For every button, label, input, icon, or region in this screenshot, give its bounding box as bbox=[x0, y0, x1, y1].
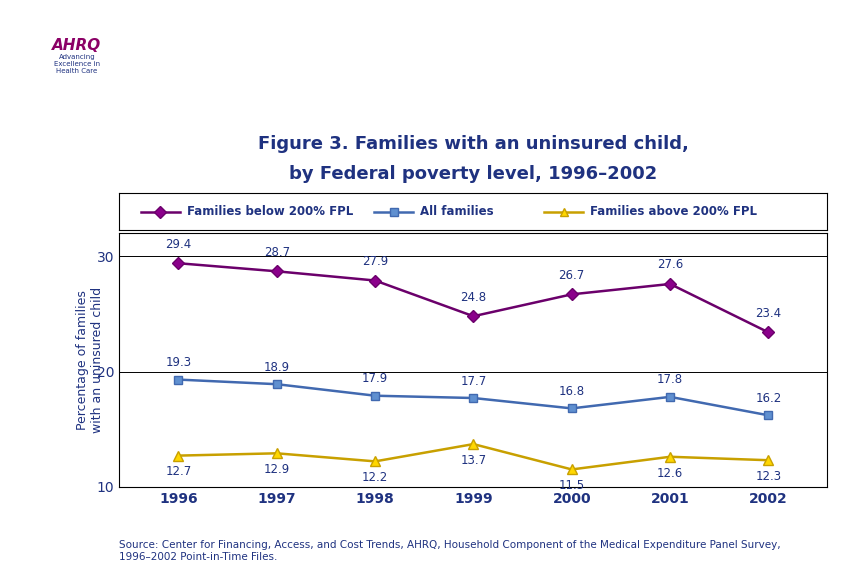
Text: 13.7: 13.7 bbox=[460, 454, 486, 467]
Text: 16.2: 16.2 bbox=[754, 392, 780, 405]
Text: 24.8: 24.8 bbox=[460, 290, 486, 304]
Y-axis label: Percentage of families
with an uninsured child: Percentage of families with an uninsured… bbox=[76, 287, 104, 433]
Text: Families above 200% FPL: Families above 200% FPL bbox=[590, 205, 757, 218]
Text: 12.3: 12.3 bbox=[755, 470, 780, 483]
Text: 28.7: 28.7 bbox=[263, 245, 290, 259]
Text: 11.5: 11.5 bbox=[558, 479, 584, 492]
Text: 27.9: 27.9 bbox=[361, 255, 388, 268]
Text: Advancing
Excellence in
Health Care: Advancing Excellence in Health Care bbox=[54, 54, 100, 74]
Text: All families: All families bbox=[420, 205, 493, 218]
Text: 19.3: 19.3 bbox=[165, 356, 191, 369]
Text: 12.7: 12.7 bbox=[165, 465, 192, 479]
Text: 27.6: 27.6 bbox=[656, 258, 682, 271]
Text: 16.8: 16.8 bbox=[558, 385, 584, 398]
Text: AHRQ: AHRQ bbox=[52, 37, 101, 53]
Text: Figure 3. Families with an uninsured child,: Figure 3. Families with an uninsured chi… bbox=[257, 135, 688, 153]
Text: 29.4: 29.4 bbox=[165, 237, 192, 251]
Text: 12.9: 12.9 bbox=[263, 463, 290, 476]
Text: 18.9: 18.9 bbox=[263, 361, 290, 374]
Text: 26.7: 26.7 bbox=[558, 268, 584, 282]
Text: 23.4: 23.4 bbox=[755, 306, 780, 320]
Text: 12.2: 12.2 bbox=[361, 471, 388, 484]
Text: 17.7: 17.7 bbox=[460, 374, 486, 388]
Text: 17.9: 17.9 bbox=[361, 372, 388, 385]
Text: 12.6: 12.6 bbox=[656, 467, 682, 480]
Text: 17.8: 17.8 bbox=[656, 373, 682, 386]
Text: Families below 200% FPL: Families below 200% FPL bbox=[187, 205, 353, 218]
Text: Source: Center for Financing, Access, and Cost Trends, AHRQ, Household Component: Source: Center for Financing, Access, an… bbox=[119, 540, 780, 562]
Text: by Federal poverty level, 1996–2002: by Federal poverty level, 1996–2002 bbox=[289, 165, 657, 183]
